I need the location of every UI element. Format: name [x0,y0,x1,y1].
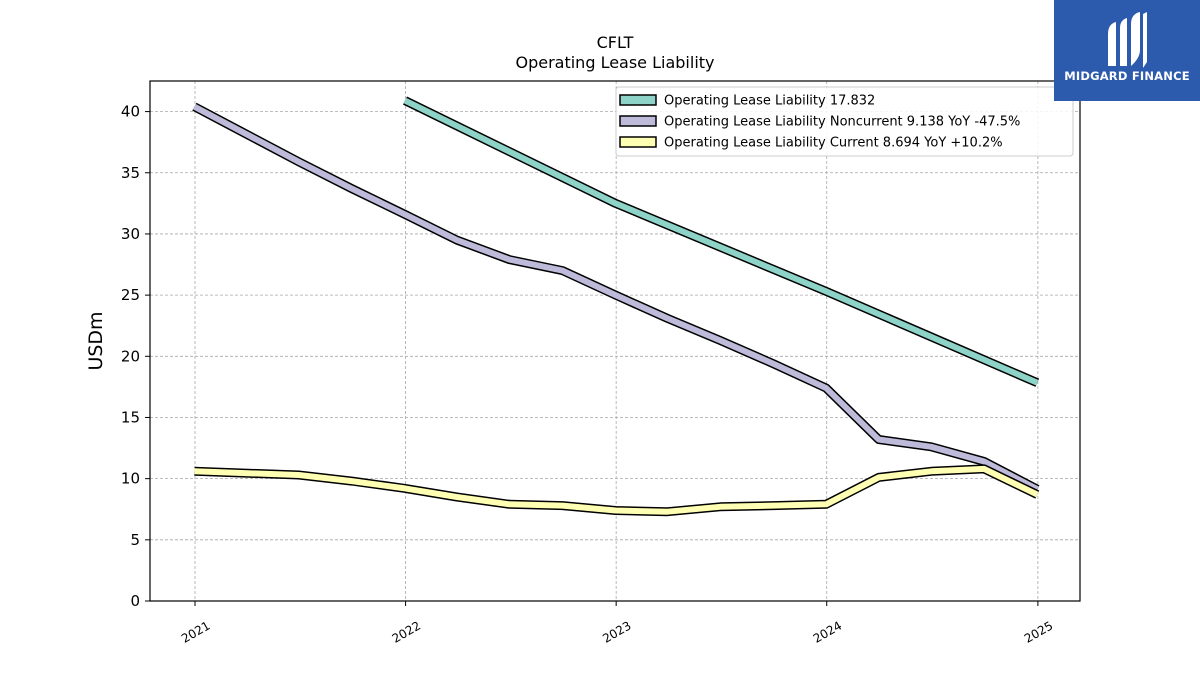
brand-name: MIDGARD FINANCE [1064,69,1190,83]
y-tick-label: 0 [130,592,140,610]
legend-label: Operating Lease Liability 17.832 [664,94,875,109]
midgard-m-logo-icon [1108,12,1147,68]
series-stroke [194,465,1039,515]
series-lines [192,96,1040,517]
legend-box [615,86,1074,157]
y-tick-label: 35 [121,164,140,182]
series-stroke [192,104,1039,492]
x-tick-label: 2024 [811,618,844,645]
plot-frame [149,80,1081,602]
y-tick-label: 15 [121,408,140,426]
y-tick-label: 5 [130,531,140,549]
y-tick-label: 25 [121,286,140,304]
y-axis-label: USDm [85,311,107,370]
legend-label: Operating Lease Liability Noncurrent 9.1… [664,115,1020,130]
legend-swatch [619,136,657,148]
y-tick-label: 30 [121,225,140,243]
chart-title: CFLT [597,33,634,52]
y-tick-label: 40 [121,103,140,121]
series-stroke [403,97,1039,386]
x-tick-label: 2025 [1022,618,1055,645]
y-tick-label: 20 [121,347,140,365]
legend-swatch [619,115,657,127]
x-tick-label: 2022 [390,618,423,645]
chart-subtitle: Operating Lease Liability [515,53,714,72]
series-line [403,96,1040,387]
brand-logo: MIDGARD FINANCE [1054,0,1200,101]
legend-swatch [619,94,657,106]
x-tick-label: 2021 [179,618,212,645]
series-line [192,102,1040,494]
legend-label: Operating Lease Liability Current 8.694 … [664,136,1003,151]
y-tick-label: 10 [121,470,140,488]
legend: Operating Lease Liability 17.832 Operatin… [615,86,1074,157]
series-line [194,464,1040,517]
x-tick-label: 2023 [600,618,633,645]
